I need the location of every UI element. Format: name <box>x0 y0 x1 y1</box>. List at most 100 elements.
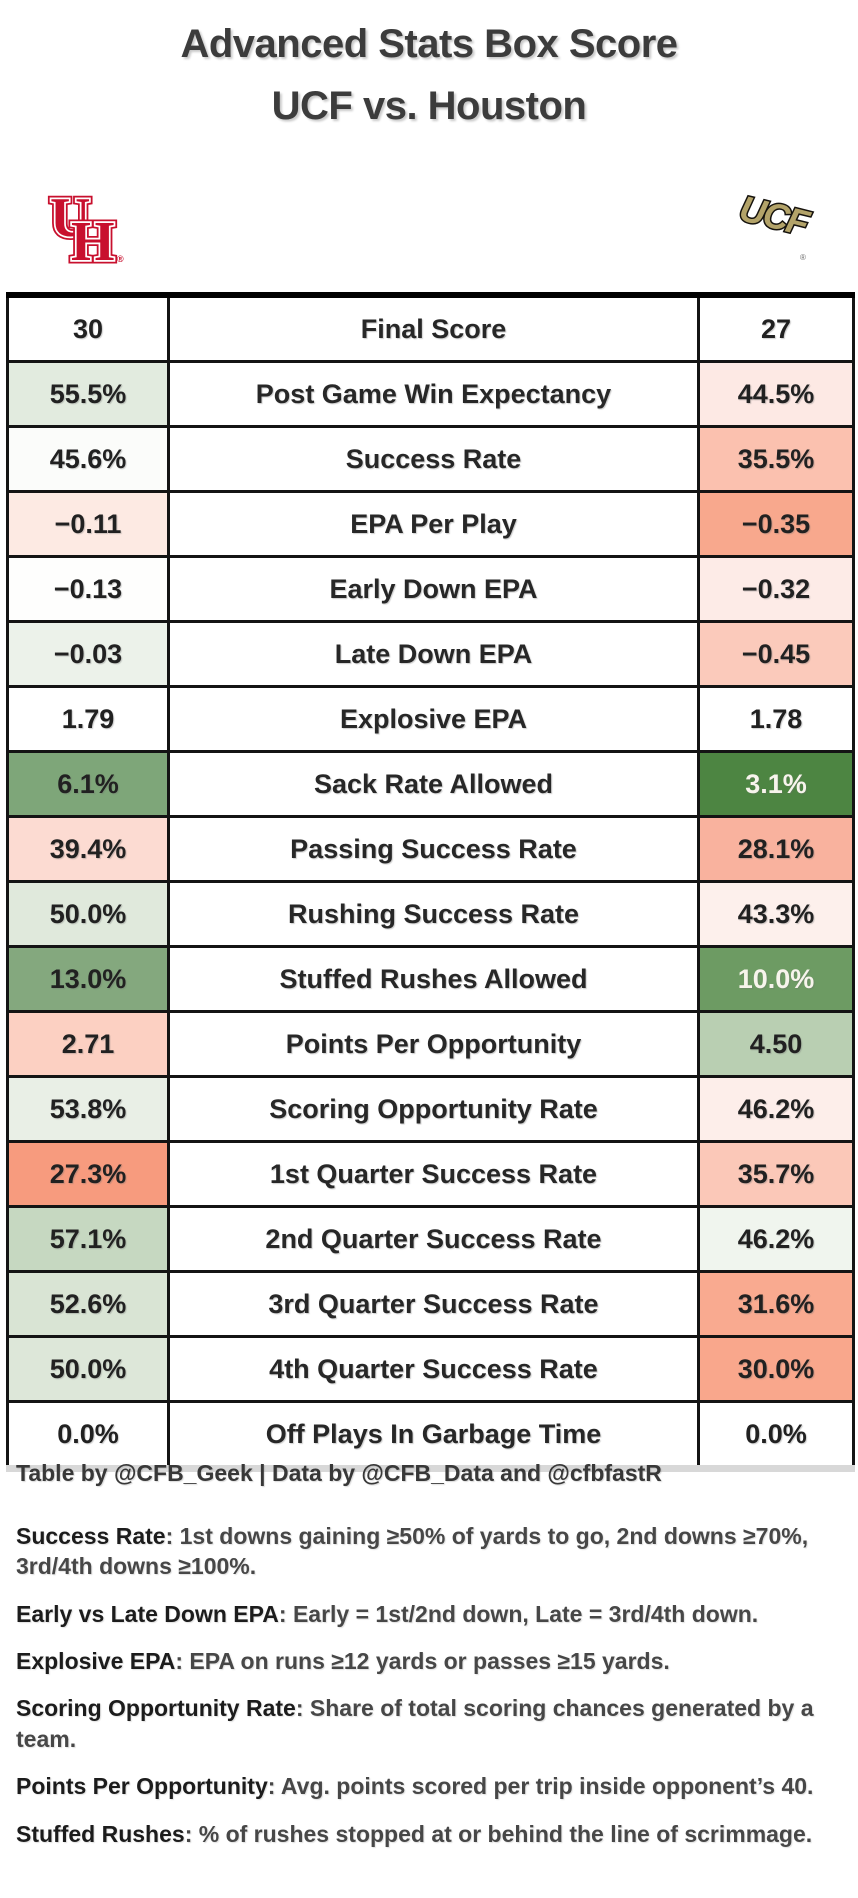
page-subtitle: UCF vs. Houston <box>271 84 587 128</box>
table-row: 6.1% Sack Rate Allowed 3.1% <box>6 750 855 818</box>
houston-value-cell: 6.1% <box>6 750 170 818</box>
metric-label-cell: Passing Success Rate <box>167 815 700 883</box>
metric-label-cell: 1st Quarter Success Rate <box>167 1140 700 1208</box>
houston-value-cell: 1.79 <box>6 685 170 753</box>
ucf-value-cell: −0.32 <box>697 555 855 623</box>
footnote-term: Success Rate <box>16 1523 166 1549</box>
footnote: Explosive EPA: EPA on runs ≥12 yards or … <box>16 1646 840 1676</box>
houston-value-cell: 27.3% <box>6 1140 170 1208</box>
uh-letter-u-outline: U <box>50 187 90 249</box>
table-row: −0.03 Late Down EPA −0.45 <box>6 620 855 688</box>
houston-value-cell: 53.8% <box>6 1075 170 1143</box>
table-row: 13.0% Stuffed Rushes Allowed 10.0% <box>6 945 855 1013</box>
metric-label-cell: 4th Quarter Success Rate <box>167 1335 700 1403</box>
ucf-value-cell: 4.50 <box>697 1010 855 1078</box>
page-title: Advanced Stats Box Score <box>180 22 678 66</box>
houston-value-cell: −0.13 <box>6 555 170 623</box>
table-row: 2.71 Points Per Opportunity 4.50 <box>6 1010 855 1078</box>
ucf-value-cell: 43.3% <box>697 880 855 948</box>
footnote-desc: : 1st downs gaining ≥50% of yards to go,… <box>16 1523 809 1580</box>
metric-label-cell: Late Down EPA <box>167 620 700 688</box>
ucf-value-cell: 35.7% <box>697 1140 855 1208</box>
credit-line: Table by @CFB_Geek | Data by @CFB_Data a… <box>16 1460 662 1486</box>
houston-value-cell: 50.0% <box>6 1335 170 1403</box>
metric-label-cell: Success Rate <box>167 425 700 493</box>
footer: Table by @CFB_Geek | Data by @CFB_Data a… <box>16 1460 844 1866</box>
ucf-registered-mark: ® <box>800 253 806 262</box>
ucf-value-cell: 28.1% <box>697 815 855 883</box>
footnote-term: Points Per Opportunity <box>16 1773 268 1800</box>
table-row: 53.8% Scoring Opportunity Rate 46.2% <box>6 1075 855 1143</box>
houston-value-cell: 50.0% <box>6 880 170 948</box>
ucf-value-cell: 46.2% <box>697 1205 855 1273</box>
table-row: 30 Final Score 27 <box>6 293 855 363</box>
table-row: −0.13 Early Down EPA −0.32 <box>6 555 855 623</box>
footnote: Scoring Opportunity Rate: Share of total… <box>16 1693 840 1754</box>
footnote: Points Per Opportunity: Avg. points scor… <box>16 1771 840 1801</box>
metric-label-cell: Off Plays In Garbage Time <box>167 1400 700 1470</box>
metric-label-cell: Post Game Win Expectancy <box>167 360 700 428</box>
ucf-value-cell: 31.6% <box>697 1270 855 1338</box>
table-row: 27.3% 1st Quarter Success Rate 35.7% <box>6 1140 855 1208</box>
metric-label-cell: Early Down EPA <box>167 555 700 623</box>
houston-value-cell: 2.71 <box>6 1010 170 1078</box>
metric-label-cell: Stuffed Rushes Allowed <box>167 945 700 1013</box>
metric-label-cell: Points Per Opportunity <box>167 1010 700 1078</box>
houston-value-cell: 57.1% <box>6 1205 170 1273</box>
footnotes: Success Rate: 1st downs gaining ≥50% of … <box>16 1521 844 1849</box>
metric-label-cell: EPA Per Play <box>167 490 700 558</box>
table-row: −0.11 EPA Per Play −0.35 <box>6 490 855 558</box>
footnote-desc: : Avg. points scored per trip inside opp… <box>267 1773 814 1800</box>
footnote-desc: : % of rushes stopped at or behind the l… <box>184 1820 813 1847</box>
metric-label-cell: Explosive EPA <box>167 685 700 753</box>
footnote-term: Early vs Late Down EPA <box>16 1600 279 1627</box>
footnote-desc: : Early = 1st/2nd down, Late = 3rd/4th d… <box>278 1600 759 1627</box>
table-row: 39.4% Passing Success Rate 28.1% <box>6 815 855 883</box>
metric-label-cell: 3rd Quarter Success Rate <box>167 1270 700 1338</box>
ucf-value-cell: 0.0% <box>697 1400 855 1470</box>
metric-label-cell: 2nd Quarter Success Rate <box>167 1205 700 1273</box>
houston-value-cell: −0.03 <box>6 620 170 688</box>
table-row: 55.5% Post Game Win Expectancy 44.5% <box>6 360 855 428</box>
uh-letter-u: U U <box>47 184 94 253</box>
ucf-value-cell: 30.0% <box>697 1335 855 1403</box>
footnote-desc: : EPA on runs ≥12 yards or passes ≥15 ya… <box>175 1648 670 1675</box>
table-row: 0.0% Off Plays In Garbage Time 0.0% <box>6 1400 855 1470</box>
metric-label-cell: Scoring Opportunity Rate <box>167 1075 700 1143</box>
table-row: 1.79 Explosive EPA 1.78 <box>6 685 855 753</box>
uh-letter-h-outline: H <box>71 211 115 273</box>
ucf-logo: UCF ® <box>734 186 816 262</box>
stats-table-body: 30 Final Score 27 55.5% Post Game Win Ex… <box>6 293 855 1470</box>
metric-label-cell: Rushing Success Rate <box>167 880 700 948</box>
ucf-value-cell: 1.78 <box>697 685 855 753</box>
table-row: 52.6% 3rd Quarter Success Rate 31.6% <box>6 1270 855 1338</box>
table-row: 50.0% Rushing Success Rate 43.3% <box>6 880 855 948</box>
ucf-value-cell: 3.1% <box>697 750 855 818</box>
table-row: 45.6% Success Rate 35.5% <box>6 425 855 493</box>
houston-value-cell: 39.4% <box>6 815 170 883</box>
table-row: 50.0% 4th Quarter Success Rate 30.0% <box>6 1335 855 1403</box>
houston-value-cell: 55.5% <box>6 360 170 428</box>
ucf-value-cell: 27 <box>697 293 855 363</box>
footnote: Early vs Late Down EPA: Early = 1st/2nd … <box>16 1599 840 1629</box>
metric-label-cell: Sack Rate Allowed <box>167 750 700 818</box>
houston-value-cell: 0.0% <box>6 1400 170 1470</box>
houston-value-cell: −0.11 <box>6 490 170 558</box>
footnote: Stuffed Rushes: % of rushes stopped at o… <box>16 1819 840 1849</box>
ucf-value-cell: 46.2% <box>697 1075 855 1143</box>
ucf-value-cell: 35.5% <box>697 425 855 493</box>
houston-logo: U U H H ® <box>47 184 125 277</box>
houston-value-cell: 52.6% <box>6 1270 170 1338</box>
houston-value-cell: 30 <box>6 293 170 363</box>
uh-letter-u-fill: U <box>50 187 90 249</box>
ucf-value-cell: 10.0% <box>697 945 855 1013</box>
uh-letter-h-fill: H <box>71 211 115 273</box>
houston-registered-mark: ® <box>117 254 124 264</box>
footnote-term: Scoring Opportunity Rate <box>16 1695 296 1722</box>
table-row: 57.1% 2nd Quarter Success Rate 46.2% <box>6 1205 855 1273</box>
metric-label-cell: Final Score <box>167 293 700 363</box>
footnote-desc: : Share of total scoring chances generat… <box>16 1695 814 1752</box>
stats-table-wrapper: 30 Final Score 27 55.5% Post Game Win Ex… <box>6 292 855 1472</box>
houston-value-cell: 13.0% <box>6 945 170 1013</box>
ucf-value-cell: −0.35 <box>697 490 855 558</box>
